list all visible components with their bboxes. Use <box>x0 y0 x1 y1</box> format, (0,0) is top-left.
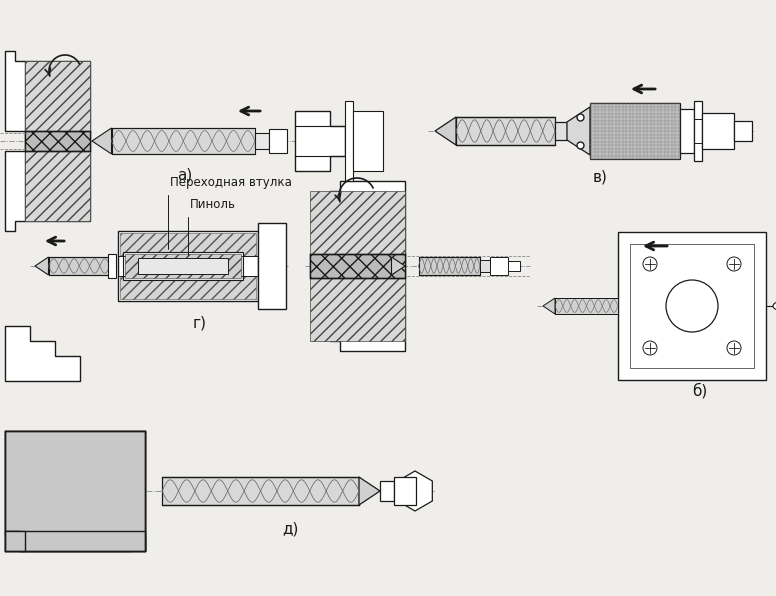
Bar <box>120 276 256 299</box>
Bar <box>120 233 256 256</box>
Bar <box>5 431 145 551</box>
Text: Пиноль: Пиноль <box>188 198 236 255</box>
Polygon shape <box>310 181 405 351</box>
Bar <box>310 278 405 341</box>
Polygon shape <box>392 257 405 275</box>
Bar <box>630 244 754 368</box>
Bar <box>5 531 145 551</box>
Bar <box>345 101 353 181</box>
Bar <box>25 131 90 151</box>
Bar <box>353 111 383 171</box>
Bar <box>555 298 618 314</box>
Bar <box>508 261 520 271</box>
Text: б): б) <box>692 383 708 399</box>
Bar <box>618 232 766 380</box>
Bar <box>630 244 754 368</box>
Polygon shape <box>5 151 25 231</box>
Polygon shape <box>35 257 48 275</box>
Bar <box>258 223 286 309</box>
Circle shape <box>643 257 657 271</box>
Bar <box>380 481 394 501</box>
Bar <box>680 109 694 153</box>
Bar <box>310 254 405 278</box>
Bar <box>734 121 752 141</box>
Bar <box>702 113 734 149</box>
Text: г): г) <box>193 316 207 331</box>
Polygon shape <box>359 477 380 505</box>
Text: д): д) <box>282 521 298 536</box>
Circle shape <box>666 280 718 332</box>
Bar <box>269 129 287 153</box>
Bar <box>108 254 116 278</box>
Bar <box>310 191 405 254</box>
Bar <box>555 122 567 140</box>
Bar <box>456 117 555 145</box>
Polygon shape <box>5 531 25 551</box>
Bar <box>48 257 110 275</box>
Bar <box>162 477 359 505</box>
Bar <box>590 103 680 159</box>
Bar <box>418 257 480 275</box>
Bar <box>138 258 228 274</box>
Circle shape <box>727 257 741 271</box>
Circle shape <box>643 341 657 355</box>
Bar <box>25 61 90 221</box>
Polygon shape <box>5 431 145 551</box>
Ellipse shape <box>773 301 776 311</box>
Polygon shape <box>435 117 456 145</box>
Bar <box>112 128 255 154</box>
Circle shape <box>727 341 741 355</box>
Polygon shape <box>5 326 80 381</box>
Polygon shape <box>5 51 25 131</box>
Text: Переходная втулка: Переходная втулка <box>168 176 292 249</box>
Bar <box>394 477 416 505</box>
Bar <box>118 231 258 301</box>
Text: а): а) <box>178 167 192 182</box>
Text: в): в) <box>593 169 608 184</box>
Bar <box>123 252 243 280</box>
Bar <box>694 101 702 161</box>
Bar <box>125 254 241 278</box>
Polygon shape <box>295 111 345 171</box>
Bar <box>255 133 269 149</box>
Polygon shape <box>567 107 590 155</box>
Bar <box>25 61 90 131</box>
Bar <box>480 260 490 272</box>
Polygon shape <box>92 128 112 154</box>
Bar <box>490 257 508 275</box>
Polygon shape <box>543 298 555 314</box>
Polygon shape <box>5 431 145 551</box>
Bar <box>25 151 90 221</box>
